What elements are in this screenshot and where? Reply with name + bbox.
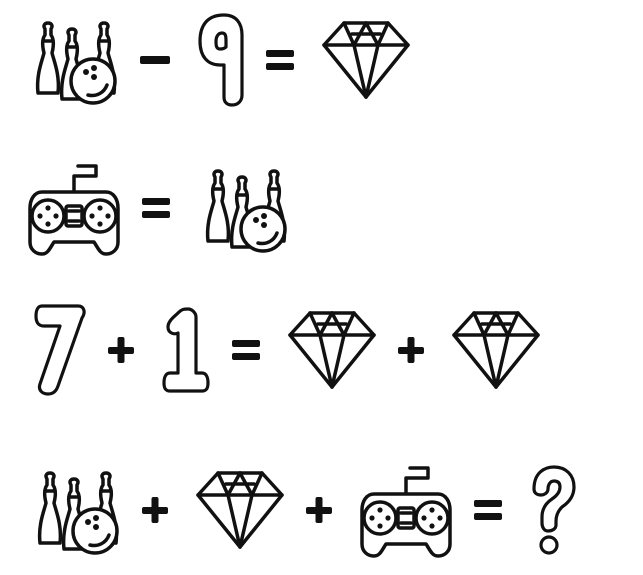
gamepad-icon (28, 164, 120, 256)
plus-sign (398, 337, 424, 363)
plus-sign (108, 337, 134, 363)
equation-row-1: 9 (35, 13, 410, 107)
bowling-pins-icon (37, 471, 119, 555)
equation-row-4: ? (37, 465, 576, 558)
number-1: 1 (162, 307, 210, 393)
question-mark: ? (532, 465, 576, 555)
number-9: 9 (198, 13, 244, 107)
equals-sign (266, 50, 294, 70)
plus-sign (142, 497, 168, 523)
minus-sign (140, 56, 170, 64)
bowling-pins-icon (35, 21, 117, 105)
plus-sign (306, 497, 332, 523)
number-7: 7 (34, 304, 86, 396)
diamond-icon (288, 311, 376, 389)
diamond-icon (196, 471, 284, 549)
equation-row-3: 71 (34, 304, 540, 396)
equals-sign (232, 340, 260, 360)
diamond-icon (322, 21, 410, 99)
equals-sign (474, 500, 502, 520)
equals-sign (142, 198, 170, 218)
gamepad-icon (360, 466, 452, 558)
bowling-pins-icon (205, 169, 287, 253)
diamond-icon (452, 311, 540, 389)
equation-row-2 (28, 164, 287, 256)
